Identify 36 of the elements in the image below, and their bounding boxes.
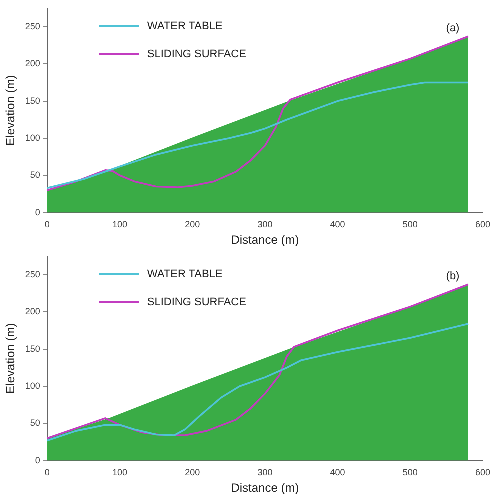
y-tick-label: 150 — [25, 96, 40, 106]
y-tick-label: 50 — [30, 418, 40, 428]
x-tick-label: 500 — [402, 468, 418, 478]
y-tick-label: 50 — [30, 170, 40, 180]
y-axis-title: Elevation (m) — [4, 323, 18, 394]
y-tick-label: 200 — [25, 58, 40, 69]
y-tick-label: 100 — [25, 132, 40, 143]
x-tick-label: 300 — [258, 220, 273, 230]
x-tick-label: 0 — [44, 220, 50, 230]
y-tick-label: 200 — [25, 306, 40, 317]
legend-label: WATER TABLE — [147, 268, 223, 280]
x-tick-label: 400 — [330, 468, 346, 478]
y-tick-label: 0 — [35, 207, 40, 218]
y-tick-label: 0 — [35, 455, 40, 466]
x-tick-label: 600 — [475, 468, 491, 478]
legend-label: SLIDING SURFACE — [147, 296, 246, 308]
x-axis-title: Distance (m) — [231, 233, 300, 248]
y-tick-label: 150 — [25, 344, 40, 354]
x-tick-label: 100 — [112, 468, 128, 478]
y-tick-label: 250 — [25, 269, 40, 280]
x-tick-label: 100 — [112, 220, 128, 230]
x-tick-label: 200 — [185, 220, 200, 230]
x-tick-label: 400 — [330, 220, 346, 230]
annotation: (a) — [446, 22, 460, 34]
x-tick-label: 200 — [185, 468, 200, 478]
x-axis-title: Distance (m) — [231, 481, 300, 496]
x-tick-label: 300 — [258, 468, 273, 478]
x-tick-label: 500 — [402, 220, 418, 230]
annotation: (b) — [446, 270, 460, 282]
y-tick-label: 100 — [25, 380, 40, 391]
x-tick-label: 0 — [44, 468, 50, 478]
y-axis-title: Elevation (m) — [4, 75, 18, 146]
y-tick-label: 250 — [25, 21, 40, 32]
legend-label: SLIDING SURFACE — [147, 48, 246, 60]
x-tick-label: 600 — [475, 220, 491, 230]
legend-label: WATER TABLE — [147, 20, 223, 32]
